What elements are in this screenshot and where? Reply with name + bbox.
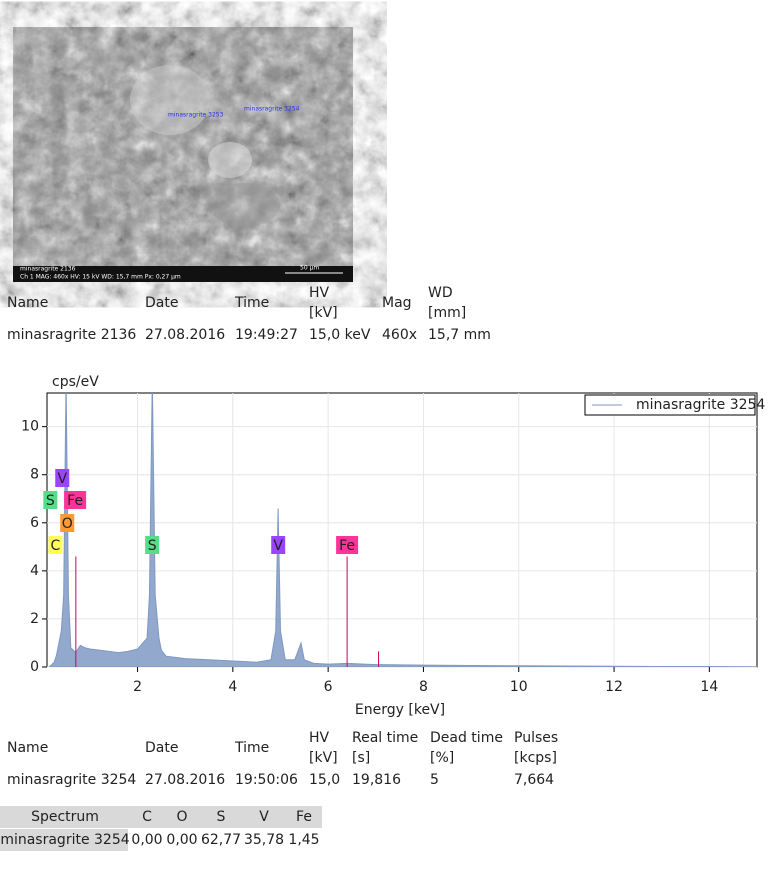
- cell: minasragrite 3254: [7, 772, 136, 788]
- element-label: V: [57, 471, 67, 487]
- header-cell: O: [176, 809, 187, 825]
- tables: Name Date Time HV [kV] Mag WD [mm] minasragrite …: [0, 285, 558, 851]
- cell: 5: [430, 772, 439, 788]
- cell: 19:49:27: [235, 327, 298, 343]
- element-label: V: [273, 538, 283, 554]
- x-tick-label: 10: [510, 679, 528, 695]
- header-cell: [s]: [352, 750, 370, 766]
- element-label: C: [51, 538, 61, 554]
- sem-footer-info: Ch 1 MAG: 460x HV: 15 kV WD: 15,7 mm Px:…: [20, 274, 181, 281]
- header-cell: WD: [428, 285, 453, 301]
- header-cell: V: [259, 809, 269, 825]
- x-tick-label: 8: [419, 679, 428, 695]
- cell: 19,816: [352, 772, 401, 788]
- cell: 1,45: [288, 832, 319, 848]
- scale-label: 50 µm: [300, 265, 319, 272]
- x-tick-label: 4: [228, 679, 237, 695]
- header-cell: [mm]: [428, 305, 466, 321]
- sem-texture: [13, 27, 353, 282]
- y-tick-label: 0: [30, 659, 39, 675]
- x-tick-label: 2: [133, 679, 142, 695]
- sem-footer: [13, 266, 353, 282]
- header-cell: Time: [234, 740, 269, 756]
- element-label: Fe: [339, 538, 355, 554]
- element-label: S: [46, 493, 55, 509]
- cell: 27.08.2016: [145, 327, 225, 343]
- header-cell: Pulses: [514, 730, 558, 746]
- header-cell: C: [142, 809, 152, 825]
- element-label-box: [60, 514, 75, 532]
- sem-image: minasragrite 3253 minasragrite 3254 mina…: [13, 27, 353, 282]
- sem-label: minasragrite 3254: [244, 106, 300, 113]
- header-cell: Fe: [296, 809, 312, 825]
- x-axis-label: Energy [keV]: [355, 702, 445, 718]
- sem-grain: [130, 65, 210, 135]
- header-cell: S: [217, 809, 226, 825]
- header-cell: [kV]: [309, 750, 338, 766]
- element-label-box: [55, 469, 70, 487]
- header-cell: HV: [309, 730, 330, 746]
- x-tick-label: 14: [700, 679, 718, 695]
- header-cell: Name: [7, 740, 48, 756]
- header-cell: Time: [234, 295, 269, 311]
- cell: 460x: [382, 327, 417, 343]
- element-label: O: [62, 516, 73, 532]
- y-axis-label: cps/eV: [52, 374, 99, 390]
- y-tick-label: 6: [30, 515, 39, 531]
- header-cell: [%]: [430, 750, 454, 766]
- header-cell: Dead time: [430, 730, 503, 746]
- header-cell: Date: [145, 295, 178, 311]
- sem-grain: [210, 183, 280, 227]
- header-cell: [kcps]: [514, 750, 557, 766]
- header-cell: Name: [7, 295, 48, 311]
- y-tick-label: 4: [30, 563, 39, 579]
- element-label-box: [336, 536, 359, 554]
- cell: 7,664: [514, 772, 554, 788]
- element-label: S: [148, 538, 157, 554]
- element-label-box: [271, 536, 286, 554]
- element-label-box: [48, 536, 63, 554]
- cell: 0,00: [166, 832, 197, 848]
- spectrum-area: [48, 393, 757, 667]
- sem-grain: [208, 142, 252, 178]
- y-tick-label: 10: [21, 419, 39, 435]
- cell: 35,78: [244, 832, 284, 848]
- cell: 27.08.2016: [145, 772, 225, 788]
- cell: minasragrite 2136: [7, 327, 136, 343]
- header-cell: Mag: [382, 295, 412, 311]
- plot-area: [48, 393, 757, 667]
- y-tick-label: 8: [30, 467, 39, 483]
- sem-footer-name: minasragrite 2136: [20, 266, 76, 273]
- cell: 62,77: [201, 832, 241, 848]
- cell: minasragrite 3254: [0, 832, 129, 848]
- header-cell: HV: [309, 285, 330, 301]
- header-bg: [0, 806, 322, 828]
- x-tick-label: 6: [324, 679, 333, 695]
- plot-frame: [46, 392, 758, 668]
- header-cell: [kV]: [309, 305, 338, 321]
- element-label: Fe: [67, 493, 83, 509]
- cell: 15,0 keV: [309, 327, 371, 343]
- sem-label: minasragrite 3253: [168, 112, 224, 119]
- element-label-box: [43, 491, 58, 509]
- cell: 19:50:06: [235, 772, 298, 788]
- cell: 15,0: [309, 772, 340, 788]
- header-cell: Real time: [352, 730, 418, 746]
- element-label-box: [145, 536, 160, 554]
- header-cell: Date: [145, 740, 178, 756]
- legend-label: minasragrite 3254: [636, 397, 765, 413]
- cell: 15,7 mm: [428, 327, 491, 343]
- y-tick-label: 2: [30, 611, 39, 627]
- legend-box: [584, 394, 756, 416]
- cell: 0,00: [131, 832, 162, 848]
- header-cell: Spectrum: [31, 809, 99, 825]
- row-header-bg: [0, 829, 128, 851]
- x-tick-label: 12: [605, 679, 623, 695]
- legend: minasragrite 3254: [584, 394, 765, 416]
- element-label-box: [64, 491, 87, 509]
